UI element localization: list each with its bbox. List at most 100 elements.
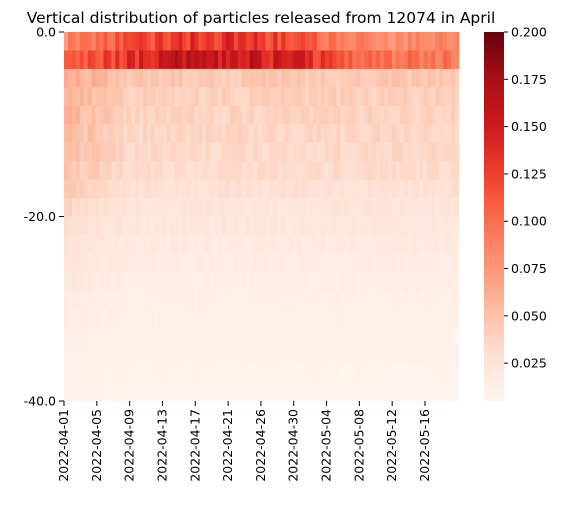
heatmap-cell <box>174 308 179 328</box>
heatmap-cell <box>87 290 92 310</box>
heatmap-cell <box>265 198 270 217</box>
heatmap-cell <box>376 345 381 365</box>
heatmap-cell <box>368 364 373 383</box>
heatmap-cell <box>261 382 266 402</box>
heatmap-cell <box>304 290 310 310</box>
heatmap-cell <box>312 382 318 402</box>
heatmap-cell <box>439 234 444 254</box>
heatmap-cell <box>372 50 377 70</box>
heatmap-cell <box>451 327 456 346</box>
heatmap-cell <box>115 234 120 254</box>
heatmap-cell <box>214 87 219 107</box>
heatmap-cell <box>158 179 164 199</box>
heatmap-cell <box>237 382 243 402</box>
heatmap-cell <box>162 142 167 162</box>
heatmap-cell <box>431 87 436 107</box>
heatmap-cell <box>261 50 266 70</box>
heatmap-cell <box>407 105 412 125</box>
heatmap-cell <box>427 161 432 180</box>
heatmap-cell <box>289 124 294 143</box>
heatmap-cell <box>206 253 211 273</box>
heatmap-cell <box>407 50 412 70</box>
heatmap-cell <box>139 234 144 254</box>
heatmap-cell <box>451 234 456 254</box>
heatmap-cell <box>316 345 322 365</box>
heatmap-cell <box>277 179 282 199</box>
heatmap-cell <box>99 198 104 217</box>
heatmap-cell <box>170 345 175 365</box>
heatmap-cell <box>391 142 397 162</box>
heatmap-cell <box>202 198 207 217</box>
heatmap-cell <box>186 161 191 180</box>
heatmap-cell <box>356 253 361 273</box>
heatmap-cell <box>83 179 88 199</box>
heatmap-cell <box>218 68 223 88</box>
heatmap-cell <box>340 87 345 107</box>
heatmap-cell <box>312 364 318 383</box>
heatmap-cell <box>103 68 108 88</box>
heatmap-cell <box>285 179 290 199</box>
heatmap-cell <box>352 382 357 402</box>
heatmap-cell <box>253 161 258 180</box>
heatmap-cell <box>178 382 183 402</box>
heatmap-cell <box>297 124 302 143</box>
heatmap-cell <box>423 68 428 88</box>
heatmap-cell <box>229 142 235 162</box>
heatmap-cell <box>75 142 81 162</box>
heatmap-cell <box>435 124 440 143</box>
heatmap-cell <box>332 68 337 88</box>
heatmap-cell <box>277 364 282 383</box>
heatmap-cell <box>304 105 310 125</box>
heatmap-cell <box>435 253 440 273</box>
heatmap-cell <box>364 142 369 162</box>
heatmap-cell <box>150 364 156 383</box>
heatmap-cell <box>423 50 428 70</box>
heatmap-cell <box>146 271 152 291</box>
heatmap-cell <box>304 364 310 383</box>
heatmap-cell <box>289 105 294 125</box>
heatmap-cell <box>304 345 310 365</box>
heatmap-cell <box>439 105 444 125</box>
heatmap-cell <box>427 308 432 328</box>
heatmap-cell <box>245 216 250 236</box>
heatmap-cell <box>451 105 456 125</box>
heatmap-cell <box>364 105 369 125</box>
heatmap-cell <box>368 105 373 125</box>
heatmap-cell <box>245 50 250 70</box>
heatmap-cell <box>237 68 243 88</box>
heatmap-cell <box>301 50 306 70</box>
heatmap-cell <box>170 87 175 107</box>
heatmap-cell <box>64 216 69 236</box>
heatmap-cell <box>225 161 231 180</box>
heatmap-cell <box>277 105 282 125</box>
heatmap-cell <box>407 142 412 162</box>
heatmap-cell <box>316 161 322 180</box>
heatmap-cell <box>293 216 298 236</box>
heatmap-cell <box>261 364 266 383</box>
heatmap-cell <box>206 124 211 143</box>
heatmap-cell <box>376 364 381 383</box>
heatmap-cell <box>320 161 325 180</box>
heatmap-cell <box>170 198 175 217</box>
heatmap-cell <box>71 234 77 254</box>
heatmap-cell <box>158 234 164 254</box>
heatmap-cell <box>293 234 298 254</box>
heatmap-cell <box>261 253 266 273</box>
heatmap-cell <box>411 253 416 273</box>
heatmap-cell <box>143 290 148 310</box>
heatmap-cell <box>127 68 132 88</box>
heatmap-cell <box>174 161 179 180</box>
heatmap-cell <box>407 271 412 291</box>
heatmap-cell <box>344 327 349 346</box>
heatmap-cell <box>261 290 266 310</box>
heatmap-cell <box>328 271 333 291</box>
heatmap-cell <box>289 198 294 217</box>
heatmap-cell <box>146 142 152 162</box>
heatmap-cell <box>237 364 243 383</box>
heatmap-cell <box>411 271 416 291</box>
heatmap-cell <box>79 142 85 162</box>
heatmap-cell <box>103 382 108 402</box>
heatmap-cell <box>127 382 132 402</box>
heatmap-cell <box>182 50 187 70</box>
heatmap-cell <box>427 345 432 365</box>
